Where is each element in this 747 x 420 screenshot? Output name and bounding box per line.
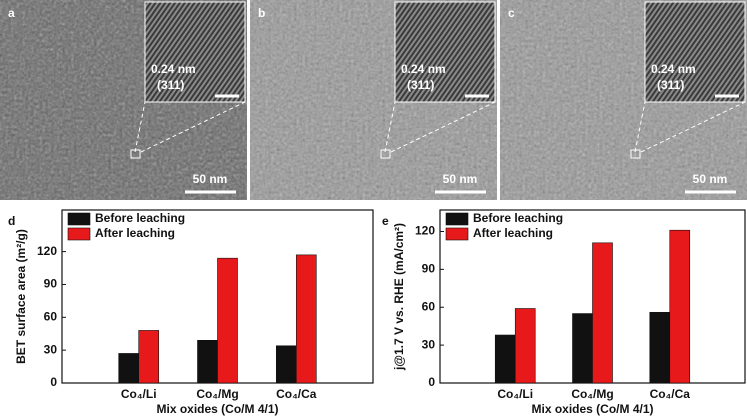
x-tick-label: Co₄/Li [121, 387, 157, 401]
bar [138, 330, 160, 384]
panel-label: a [8, 6, 15, 20]
inset-image [394, 1, 496, 103]
y-tick-label: 120 [415, 224, 435, 238]
x-tick-label: Co₄/Ca [650, 387, 691, 401]
bar [494, 334, 516, 384]
panel-label: b [258, 6, 265, 20]
legend-label: After leaching [95, 226, 175, 240]
zoom-line [390, 101, 496, 153]
inset-image [644, 1, 746, 103]
bar [295, 254, 317, 384]
lattice-plane: (311) [657, 78, 684, 92]
zoom-line [384, 101, 396, 153]
zoom-line [140, 101, 246, 153]
y-tick-label: 90 [422, 262, 436, 276]
zoom-line [134, 101, 146, 153]
zoom-box [380, 149, 391, 159]
legend-swatch [445, 227, 469, 241]
zoom-box [130, 149, 141, 159]
legend-label: Before leaching [95, 211, 185, 225]
zoom-line [634, 101, 646, 153]
y-tick-label: 0 [50, 375, 57, 389]
bar [592, 242, 613, 384]
lattice-spacing: 0.24 nm [651, 62, 696, 76]
x-tick-label: Co₄/Ca [276, 387, 317, 401]
y-tick-label: 90 [44, 277, 58, 291]
y-axis-label: j@1.7 V vs. RHE (mA/cm²) [392, 223, 406, 371]
panel-label: c [508, 6, 515, 20]
lattice-plane: (311) [407, 78, 434, 92]
legend-swatch [67, 227, 91, 241]
scale-label: 50 nm [193, 172, 228, 186]
panel-label: d [8, 214, 15, 228]
bar [669, 229, 691, 384]
legend-label: Before leaching [473, 211, 563, 225]
x-tick-label: Co₄/Li [497, 387, 533, 401]
bar [197, 339, 218, 384]
panel-label: e [382, 214, 389, 228]
zoom-line [640, 101, 746, 153]
y-tick-label: 30 [44, 342, 58, 356]
x-tick-label: Co₄/Mg [196, 387, 238, 401]
bar [649, 311, 671, 384]
y-tick-label: 120 [37, 244, 57, 258]
y-tick-label: 0 [428, 375, 435, 389]
legend-label: After leaching [473, 226, 553, 240]
y-tick-label: 60 [422, 299, 436, 313]
y-axis-label: BET surface area (m²/g) [14, 229, 28, 364]
bar [118, 353, 140, 384]
lattice-spacing: 0.24 nm [401, 62, 446, 76]
y-tick-label: 60 [44, 309, 58, 323]
inset-image [144, 1, 246, 103]
x-axis-label: Mix oxides (Co/M 4/1) [156, 402, 278, 416]
x-axis-label: Mix oxides (Co/M 4/1) [531, 402, 653, 416]
scale-label: 50 nm [443, 172, 478, 186]
zoom-box [630, 149, 641, 159]
bar [514, 308, 536, 384]
x-tick-label: Co₄/Mg [571, 387, 613, 401]
lattice-spacing: 0.24 nm [151, 62, 196, 76]
lattice-plane: (311) [157, 78, 184, 92]
scale-label: 50 nm [693, 172, 728, 186]
legend-swatch [445, 212, 469, 226]
bar [572, 313, 593, 384]
bar [275, 345, 297, 384]
y-tick-label: 30 [422, 337, 436, 351]
legend-swatch [67, 212, 91, 226]
bar [217, 257, 238, 384]
